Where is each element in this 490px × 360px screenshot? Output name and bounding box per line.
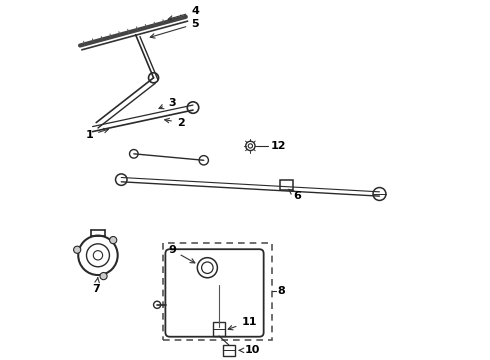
Text: 2: 2 [165,118,185,128]
Circle shape [74,246,81,253]
Text: 11: 11 [228,317,257,330]
Bar [223,345,235,356]
Text: 9: 9 [168,245,195,263]
Text: 8: 8 [278,286,285,296]
Text: 1: 1 [85,129,108,140]
Text: 3: 3 [159,98,175,109]
Text: 7: 7 [92,278,100,294]
Text: 4: 4 [168,6,199,20]
Circle shape [110,237,117,244]
Text: 5: 5 [150,19,199,38]
Text: 6: 6 [289,189,301,201]
Text: 12: 12 [270,141,286,151]
Text: 10: 10 [239,345,260,355]
Circle shape [100,273,107,280]
Bar [213,321,225,336]
Bar [163,243,272,339]
